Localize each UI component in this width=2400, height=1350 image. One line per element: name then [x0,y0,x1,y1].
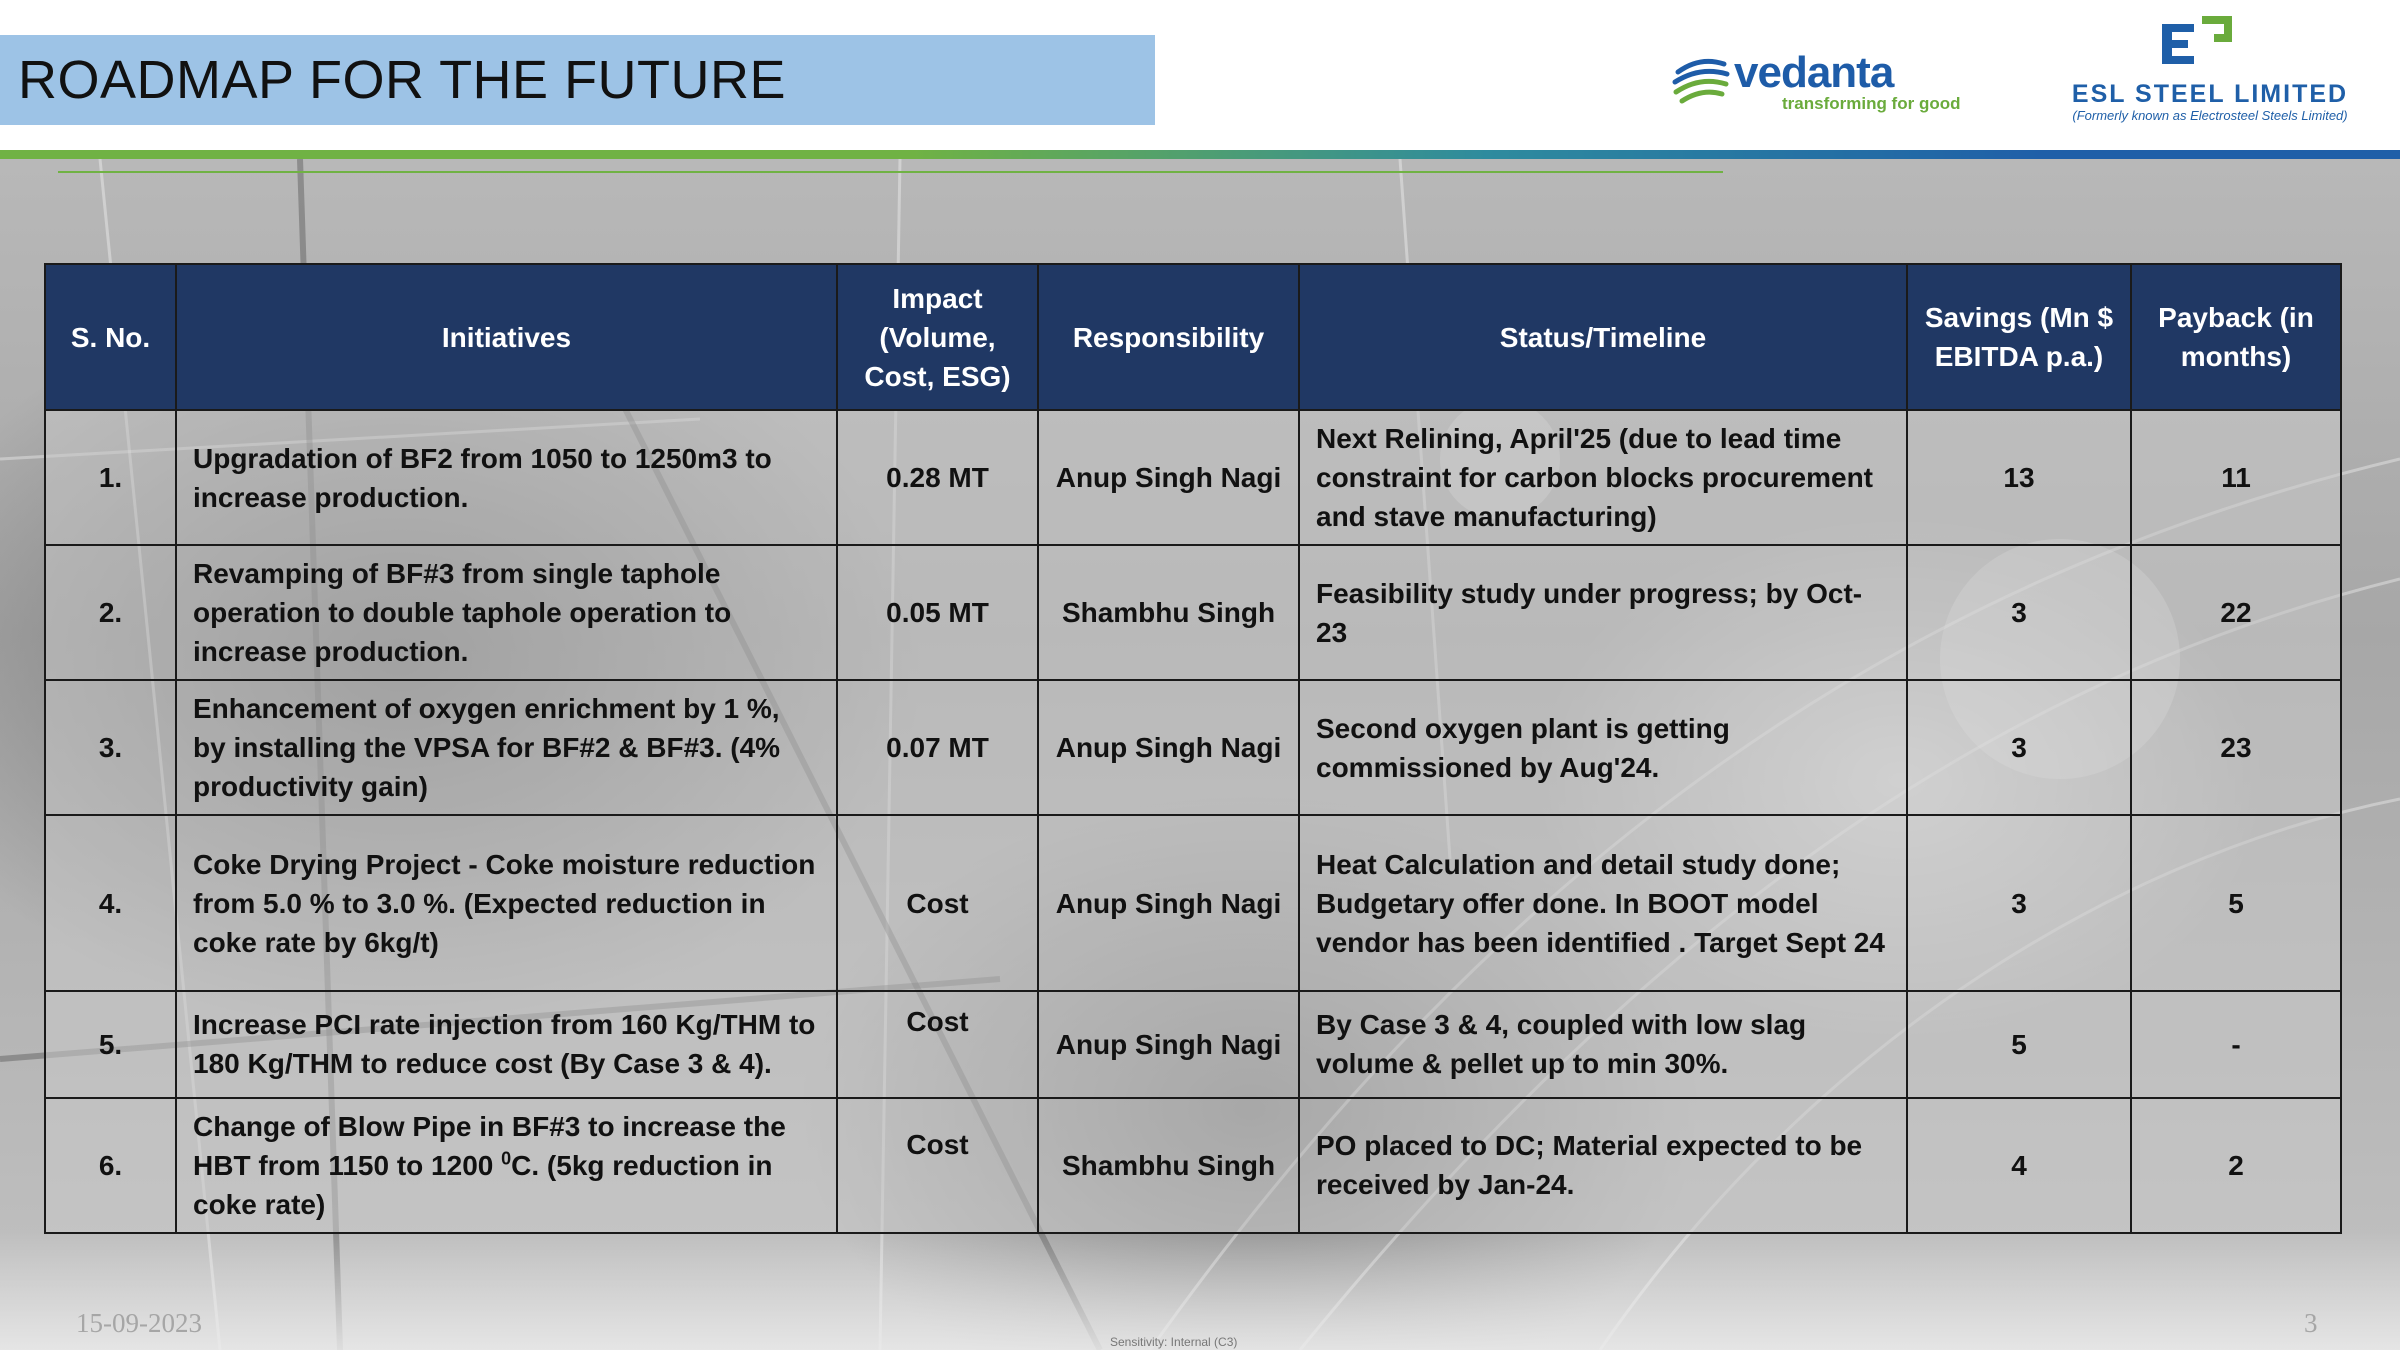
cell-impact: 0.28 MT [836,408,1039,547]
header-initiatives: Initiatives [175,263,838,411]
esl-wordmark: ESL STEEL LIMITED [2071,80,2349,108]
cell-responsibility: Anup Singh Nagi [1037,814,1300,992]
header-status: Status/Timeline [1298,263,1908,411]
degree-superscript: 0 [501,1148,512,1169]
table-header-row: S. No. Initiatives Impact (Volume, Cost,… [44,263,2342,411]
footer-sensitivity: Sensitivity: Internal (C3) [1110,1335,1238,1349]
cell-savings: 4 [1906,1096,2132,1235]
cell-initiative: Revamping of BF#3 from single taphole op… [175,544,838,682]
cell-payback: 5 [2130,814,2342,992]
slide-title: ROADMAP FOR THE FUTURE [18,50,787,110]
cell-payback: 22 [2130,544,2342,682]
header-payback: Payback (in months) [2130,263,2342,411]
cell-responsibility: Anup Singh Nagi [1037,408,1300,547]
cell-payback: 2 [2130,1096,2342,1235]
cell-sno: 6. [44,1096,177,1235]
vedanta-wordmark: vedanta [1734,48,1894,97]
cell-status: Next Relining, April'25 (due to lead tim… [1298,408,1908,547]
cell-sno: 4. [44,814,177,992]
table-row: 1. Upgradation of BF2 from 1050 to 1250m… [44,408,2342,547]
cell-savings: 5 [1906,989,2132,1099]
cell-sno: 5. [44,989,177,1099]
cell-savings: 3 [1906,679,2132,817]
table-row: 3. Enhancement of oxygen enrichment by 1… [44,679,2342,817]
cell-responsibility: Shambhu Singh [1037,544,1300,682]
vedanta-tagline: transforming for good [1782,94,1961,113]
initiative-text-pre: Change of Blow Pipe in BF#3 to increase … [193,1110,786,1181]
cell-initiative: Upgradation of BF2 from 1050 to 1250m3 t… [175,408,838,547]
cell-initiative: Coke Drying Project - Coke moisture redu… [175,814,838,992]
cell-initiative: Change of Blow Pipe in BF#3 to increase … [175,1096,838,1235]
header-responsibility: Responsibility [1037,263,1300,411]
esl-subtitle: (Formerly known as Electrosteel Steels L… [2072,108,2348,123]
cell-payback: 23 [2130,679,2342,817]
vedanta-globe-icon [1672,58,1730,104]
cell-savings: 3 [1906,544,2132,682]
cell-sno: 3. [44,679,177,817]
cell-responsibility: Shambhu Singh [1037,1096,1300,1235]
cell-sno: 1. [44,408,177,547]
cell-impact: Cost [836,1096,1039,1235]
cell-status: Feasibility study under progress; by Oct… [1298,544,1908,682]
cell-status: PO placed to DC; Material expected to be… [1298,1096,1908,1235]
cell-impact: Cost [836,814,1039,992]
table-row: 5. Increase PCI rate injection from 160 … [44,989,2342,1099]
bottom-fade [0,1230,2400,1350]
esl-mark-icon [2162,16,2232,64]
vedanta-logo: vedanta transforming for good [1670,48,1970,118]
cell-status: By Case 3 & 4, coupled with low slag vol… [1298,989,1908,1099]
cell-sno: 2. [44,544,177,682]
header-stripe [0,150,2400,159]
cell-impact: 0.07 MT [836,679,1039,817]
header-savings: Savings (Mn $ EBITDA p.a.) [1906,263,2132,411]
cell-payback: - [2130,989,2342,1099]
cell-initiative: Enhancement of oxygen enrichment by 1 %,… [175,679,838,817]
cell-initiative: Increase PCI rate injection from 160 Kg/… [175,989,838,1099]
cell-status: Second oxygen plant is getting commissio… [1298,679,1908,817]
cell-impact: 0.05 MT [836,544,1039,682]
roadmap-table: S. No. Initiatives Impact (Volume, Cost,… [44,263,2342,1235]
table-row: 6. Change of Blow Pipe in BF#3 to increa… [44,1096,2342,1235]
footer-date: 15-09-2023 [76,1308,202,1338]
cell-savings: 13 [1906,408,2132,547]
footer-page-number: 3 [2304,1308,2318,1338]
cell-impact: Cost [836,989,1039,1099]
cell-responsibility: Anup Singh Nagi [1037,679,1300,817]
cell-payback: 11 [2130,408,2342,547]
table-row: 2. Revamping of BF#3 from single taphole… [44,544,2342,682]
table-row: 4. Coke Drying Project - Coke moisture r… [44,814,2342,992]
cell-status: Heat Calculation and detail study done; … [1298,814,1908,992]
header-rule [58,171,1723,173]
header-sno: S. No. [44,263,177,411]
title-bar: ROADMAP FOR THE FUTURE [0,35,1155,125]
header-impact: Impact (Volume, Cost, ESG) [836,263,1039,411]
initiative-text-post: C. (5kg reduction in coke rate) [193,1149,773,1220]
cell-responsibility: Anup Singh Nagi [1037,989,1300,1099]
cell-savings: 3 [1906,814,2132,992]
esl-logo: ESL STEEL LIMITED (Formerly known as Ele… [2040,10,2380,125]
